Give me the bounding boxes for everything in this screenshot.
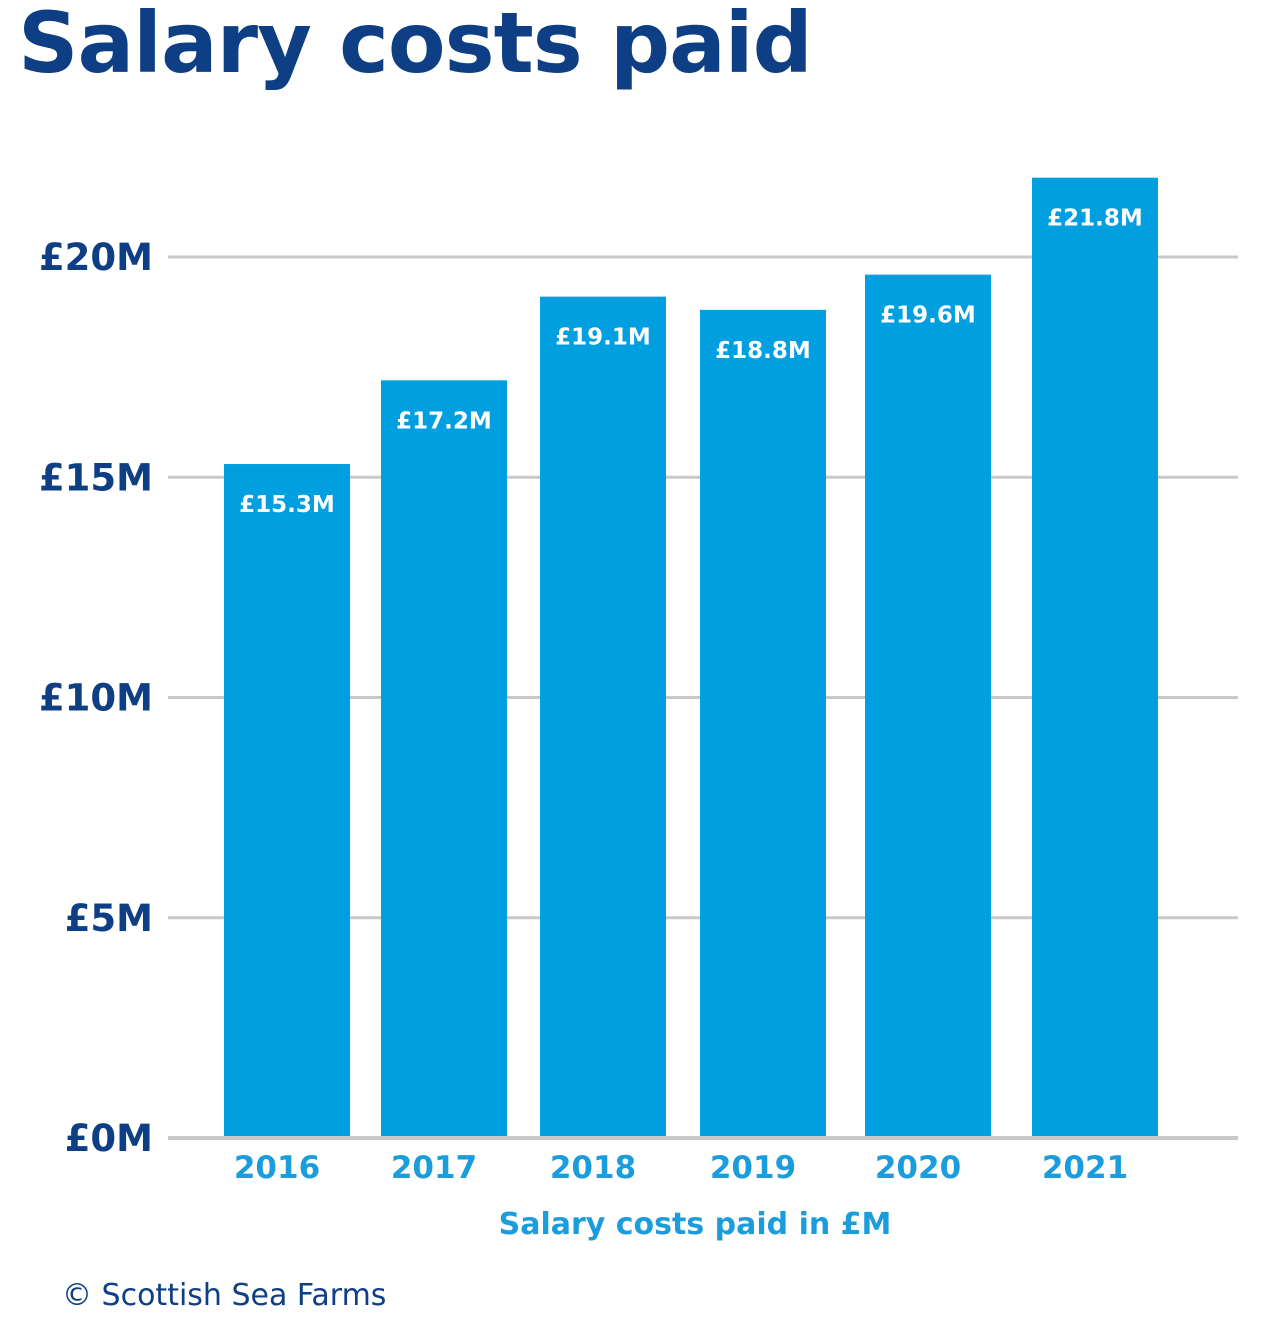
x-tick-label: 2019 (710, 1150, 796, 1186)
bar-value-label: £21.8M (1047, 206, 1143, 232)
y-tick-label: £5M (65, 897, 153, 940)
bar-value-label: £18.8M (715, 338, 811, 364)
bar-value-label: £19.1M (555, 325, 651, 351)
y-tick-label: £20M (39, 236, 153, 279)
x-tick-label: 2016 (234, 1150, 320, 1186)
bar-2021 (1032, 177, 1158, 1138)
chart-title: Salary costs paid (18, 0, 813, 92)
y-tick-label: £15M (39, 456, 153, 499)
x-tick-label: 2021 (1042, 1150, 1128, 1186)
bar-value-label: £17.2M (396, 408, 492, 434)
copyright-notice: © Scottish Sea Farms (62, 1278, 387, 1313)
labels: £0M £5M £10M £15M £20M £15.3M 2016 £17.2M 2017 £1… (39, 206, 1143, 1186)
bar-2019 (700, 309, 826, 1138)
bar-2020 (865, 274, 991, 1138)
y-tick-label: £10M (39, 677, 153, 720)
bar-2018 (540, 296, 666, 1138)
bars (224, 177, 1158, 1139)
x-axis-label: Salary costs paid in £M (499, 1207, 892, 1242)
x-tick-label: 2018 (550, 1150, 636, 1186)
x-tick-label: 2020 (875, 1150, 961, 1186)
bar-2016 (224, 464, 350, 1138)
x-tick-label: 2017 (391, 1150, 477, 1186)
y-tick-label: £0M (65, 1117, 153, 1160)
bar-2017 (381, 380, 507, 1139)
bar-value-label: £19.6M (880, 303, 976, 329)
bar-value-label: £15.3M (239, 492, 335, 518)
